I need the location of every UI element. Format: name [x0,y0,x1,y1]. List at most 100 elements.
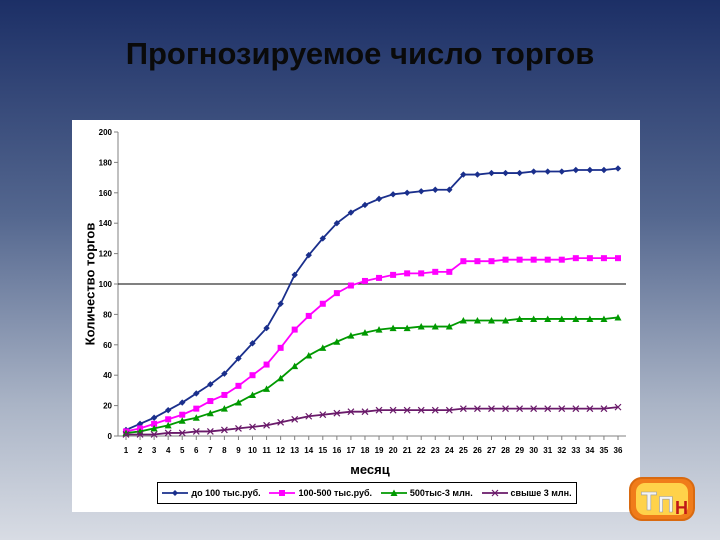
legend-item-3: 500тыс-3 млн. [380,488,473,498]
series-2-point [390,271,397,278]
x-tick-label: 16 [332,446,341,455]
series-1-point [418,188,425,195]
x-tick-label: 25 [459,446,468,455]
legend-label-4: свыше 3 млн. [510,488,572,498]
series-2-point [305,312,312,319]
series-4-point [474,405,481,413]
series-3-point [459,316,467,324]
series-1-point [572,166,580,174]
series-1-point [600,166,608,174]
tpn-logo: Т П Н [629,477,695,521]
series-4-point [502,405,509,413]
series-2-point [404,270,411,277]
slide-title: Прогнозируемое число торгов [125,36,595,71]
series-2-point [376,274,383,281]
series-2-point [221,391,228,398]
series-4-point [572,405,580,413]
series-3-point [361,329,369,336]
series-1-point [544,168,551,175]
series-3-point [445,323,453,330]
x-tick-label: 9 [236,446,241,455]
x-axis-title: месяц [350,462,390,477]
x-tick-label: 4 [166,446,171,455]
series-4-point [263,421,270,429]
svg-text:Т: Т [641,486,657,516]
series-3-point [558,315,566,322]
x-tick-label: 20 [389,446,398,455]
series-2-point [165,416,172,423]
x-tick-label: 7 [208,446,213,455]
y-tick-label: 140 [99,219,113,228]
series-2-point [530,256,537,263]
series-4-point [375,406,383,414]
series-2-point [474,258,481,265]
series-2-point [516,256,523,263]
series-3-point [417,323,425,330]
series-4-point [277,418,285,426]
series-2-point [333,290,340,297]
series-4-point [445,406,453,414]
series-4-point [319,411,327,419]
series-2-point [544,256,551,263]
series-1-point [221,370,228,377]
series-line-4 [126,406,619,436]
series-4-point [249,423,256,431]
x-tick-label: 15 [318,446,327,455]
series-2-point [151,420,158,427]
legend-label-1: до 100 тыс.руб. [191,488,261,498]
series-3-point [347,332,355,339]
x-tick-label: 10 [248,446,257,455]
legend-item-4: свыше 3 млн. [481,488,572,498]
series-3-point [502,316,510,324]
x-tick-label: 35 [599,446,608,455]
series-1-point [558,168,565,175]
series-3-point [291,362,299,370]
x-tick-label: 19 [375,446,384,455]
legend-swatch-2 [269,490,296,496]
series-4-point [586,405,594,413]
series-1-point [319,235,326,242]
y-tick-label: 180 [99,158,113,167]
series-2-point [291,326,298,333]
legend-swatch-1 [162,490,189,496]
series-4-point [178,429,186,437]
series-1-point [474,171,481,178]
series-2-point [502,256,509,263]
series-1-point [502,169,509,177]
series-line-3 [125,316,619,434]
series-3-point [586,315,594,322]
x-tick-label: 21 [403,446,412,455]
series-1-point [488,169,495,177]
series-2-point [249,372,256,379]
x-tick-label: 27 [487,446,496,455]
x-tick-label: 24 [445,446,454,455]
series-2-point [460,258,467,265]
series-4-point [544,405,552,413]
series-4-point [150,431,158,438]
legend-item-2: 100-500 тыс.руб. [269,488,372,498]
series-4-point [206,428,214,435]
y-tick-label: 0 [108,432,113,441]
series-1-point [291,271,298,279]
y-tick-label: 200 [99,128,113,137]
series-1-point [516,169,523,177]
x-tick-label: 33 [571,446,580,455]
series-3-point [431,323,439,330]
x-tick-label: 28 [501,446,510,455]
legend-swatch-4 [481,489,508,497]
x-tick-label: 14 [304,446,313,455]
x-tick-label: 1 [124,446,129,455]
series-3-point [473,316,481,324]
chart-legend: до 100 тыс.руб. 100-500 тыс.руб. 500тыс-3 … [157,482,577,504]
series-1-point [305,251,312,259]
series-2-point [558,256,565,263]
series-3-point [234,399,242,406]
series-1-point [150,414,158,421]
series-1-point [235,355,242,362]
legend-label-2: 100-500 тыс.руб. [298,488,373,498]
series-4-point [600,405,608,413]
x-tick-label: 32 [557,446,566,455]
y-tick-label: 60 [103,341,112,350]
svg-text:Н: Н [675,498,688,518]
